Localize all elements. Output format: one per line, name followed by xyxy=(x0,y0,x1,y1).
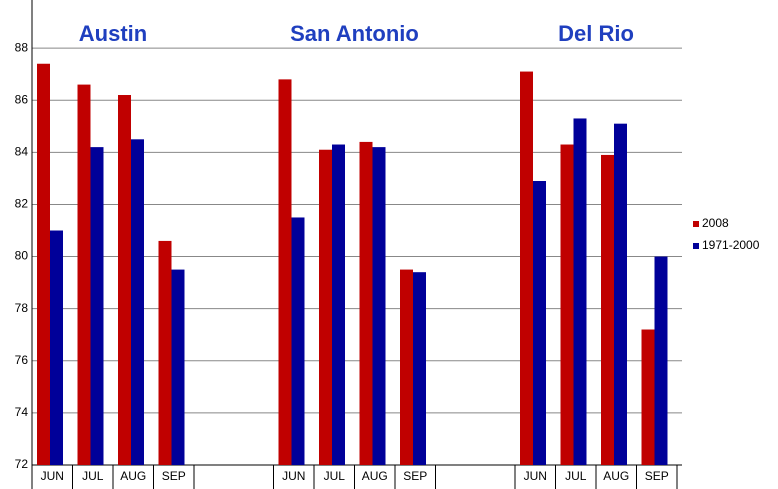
bar xyxy=(37,63,50,465)
legend-swatch xyxy=(693,243,699,249)
x-tick-label: JUL xyxy=(324,469,346,483)
bar xyxy=(171,269,185,465)
bar xyxy=(50,230,63,465)
bar xyxy=(560,144,574,465)
x-tick-label: SEP xyxy=(403,469,427,483)
bar xyxy=(413,272,426,465)
y-tick-label: 86 xyxy=(15,92,29,106)
legend-label: 1971-2000 xyxy=(702,238,760,252)
x-tick-label: JUN xyxy=(282,469,305,483)
x-tick-label: AUG xyxy=(603,469,629,483)
group-title: San Antonio xyxy=(290,21,419,46)
group-title: Del Rio xyxy=(558,21,634,46)
bar xyxy=(332,144,345,465)
x-tick-label: JUL xyxy=(565,469,587,483)
bar xyxy=(131,139,144,466)
bar xyxy=(641,329,655,465)
x-tick-label: JUL xyxy=(82,469,104,483)
bar xyxy=(601,154,614,465)
x-tick-label: AUG xyxy=(120,469,146,483)
y-tick-label: 84 xyxy=(15,145,29,159)
bar xyxy=(118,95,131,465)
bar xyxy=(158,240,172,465)
legend-label: 2008 xyxy=(702,216,729,230)
bar xyxy=(533,180,546,465)
x-tick-label: JUN xyxy=(524,469,547,483)
bar xyxy=(573,118,587,465)
bar xyxy=(372,147,386,465)
bar xyxy=(359,141,373,465)
y-tick-label: 88 xyxy=(15,40,29,54)
bar xyxy=(400,269,413,465)
legend-swatch xyxy=(693,221,699,227)
x-tick-label: JUN xyxy=(41,469,64,483)
bar xyxy=(654,256,668,465)
bar xyxy=(614,123,627,465)
bar xyxy=(90,147,104,465)
x-tick-label: AUG xyxy=(362,469,388,483)
y-tick-label: 80 xyxy=(15,249,29,263)
x-tick-label: SEP xyxy=(645,469,669,483)
y-tick-label: 78 xyxy=(15,301,29,315)
bar xyxy=(77,84,91,465)
y-tick-label: 82 xyxy=(15,197,29,211)
bar xyxy=(278,79,292,465)
group-title: Austin xyxy=(79,21,147,46)
bar xyxy=(319,149,332,465)
y-tick-label: 74 xyxy=(15,405,29,419)
y-tick-label: 72 xyxy=(15,457,29,471)
x-tick-label: SEP xyxy=(162,469,186,483)
y-tick-label: 90 xyxy=(15,0,29,2)
bar xyxy=(520,71,533,466)
bar xyxy=(291,217,305,465)
y-tick-label: 76 xyxy=(15,353,29,367)
